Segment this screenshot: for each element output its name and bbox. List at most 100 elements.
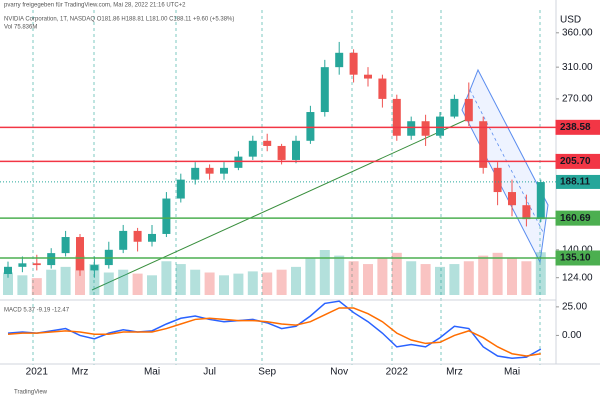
candle-body [392,98,401,136]
candle-body [508,192,516,206]
volume-bar [334,255,345,295]
volume-bar [132,273,143,295]
x-tick-label: 2022 [386,367,409,378]
chart-title: NVIDIA Corporation, 1T, NASDAQ O181.86 H… [4,17,234,23]
candle-body [32,263,41,266]
volume-bar [17,275,28,295]
level-tag [555,210,600,226]
y-tick-label: 124.00 [562,272,593,283]
volume-bar [219,275,229,295]
volume-bar [31,278,42,295]
candle-body [292,140,300,160]
y-tick-label: 270.00 [562,94,593,105]
level-label: 160.69 [560,213,591,224]
candle-body [450,98,459,117]
candle-body [220,167,228,174]
header: pvarry freigegeben für TradingView.com, … [4,3,186,9]
macd-line [7,307,541,357]
level-tag [555,153,600,169]
volume-bar [46,269,57,295]
volume-bar [118,269,129,295]
x-tick-label: 2021 [26,367,49,378]
volume-bar [60,266,71,295]
x-tick-label: Mai [144,367,160,378]
volume-bar [348,261,359,295]
macd-line [7,300,542,360]
volume-bar [247,271,258,295]
currency: USD [560,15,581,26]
macd-tick-label: 25.00 [562,301,587,312]
volume-bar [449,264,460,295]
candle-body [436,116,444,136]
level-label: 238.58 [560,122,591,133]
candle-body [119,230,128,250]
volume-bar [276,269,287,295]
candle-body [464,98,473,122]
candle-body [479,121,488,168]
volume-bar [535,252,546,295]
level-label: 205.70 [560,156,591,167]
y-tick-label: 310.00 [562,62,593,73]
candle-body [4,266,12,275]
volume-bar [233,273,244,295]
candle-body [61,237,70,254]
candle-body [407,121,416,136]
candle-body [133,230,142,242]
volume-label: Vol 75.836M [4,25,37,31]
candle-body [205,167,214,174]
volume-bar [406,261,417,295]
volume-bar [391,252,402,295]
candle-body [47,253,56,266]
candle-body [493,167,502,193]
candle-body [234,156,243,168]
trend-line [91,117,471,291]
candle-body [349,52,358,75]
macd-tick-label: 0.00 [562,330,582,341]
x-tick-label: Mrz [446,367,463,378]
volume-bar [204,272,215,295]
volume-bar [147,275,157,295]
candle-body [76,237,84,271]
candle-body [176,179,185,199]
y-tick-label: 360.00 [562,27,593,38]
x-tick-label: Mrz [72,367,89,378]
level-tag [555,119,600,135]
x-tick-label: Jul [203,367,216,378]
candle-body [306,112,315,141]
last-price-tag [556,174,600,189]
volume-bar [103,272,114,295]
candle-body [191,167,200,180]
volume-bar [435,266,445,295]
candle-body [277,145,286,160]
candle-body [335,52,344,68]
macd-label: MACD 5.37 -9.19 -12.47 [4,308,70,314]
y-tick-label: 140.00 [562,244,593,255]
volume-bar [319,250,330,295]
level-label: 135.10 [560,253,591,264]
x-tick-label: Sep [258,367,276,378]
footer: TradingView [14,390,48,396]
volume-bar [262,272,273,295]
x-tick-label: Mai [504,367,520,378]
candle-body [248,140,257,157]
candle-body [162,198,171,234]
volume-bar [507,258,517,295]
volume-bar [175,264,186,295]
volume-bar [190,269,201,295]
candle-body [263,140,272,146]
candle-body [522,205,531,220]
volume-bar [363,264,373,295]
session-lines [32,10,541,365]
level-tag [555,250,600,266]
candle-body [320,67,329,113]
volume-bar [3,272,13,295]
candle-body [378,78,387,99]
candle-body [148,233,156,242]
volume-bar [291,266,301,295]
volume-bar [478,255,489,295]
volume-bar [420,264,431,295]
last-price-label: 188.11 [560,177,590,188]
candle-body [364,74,372,79]
